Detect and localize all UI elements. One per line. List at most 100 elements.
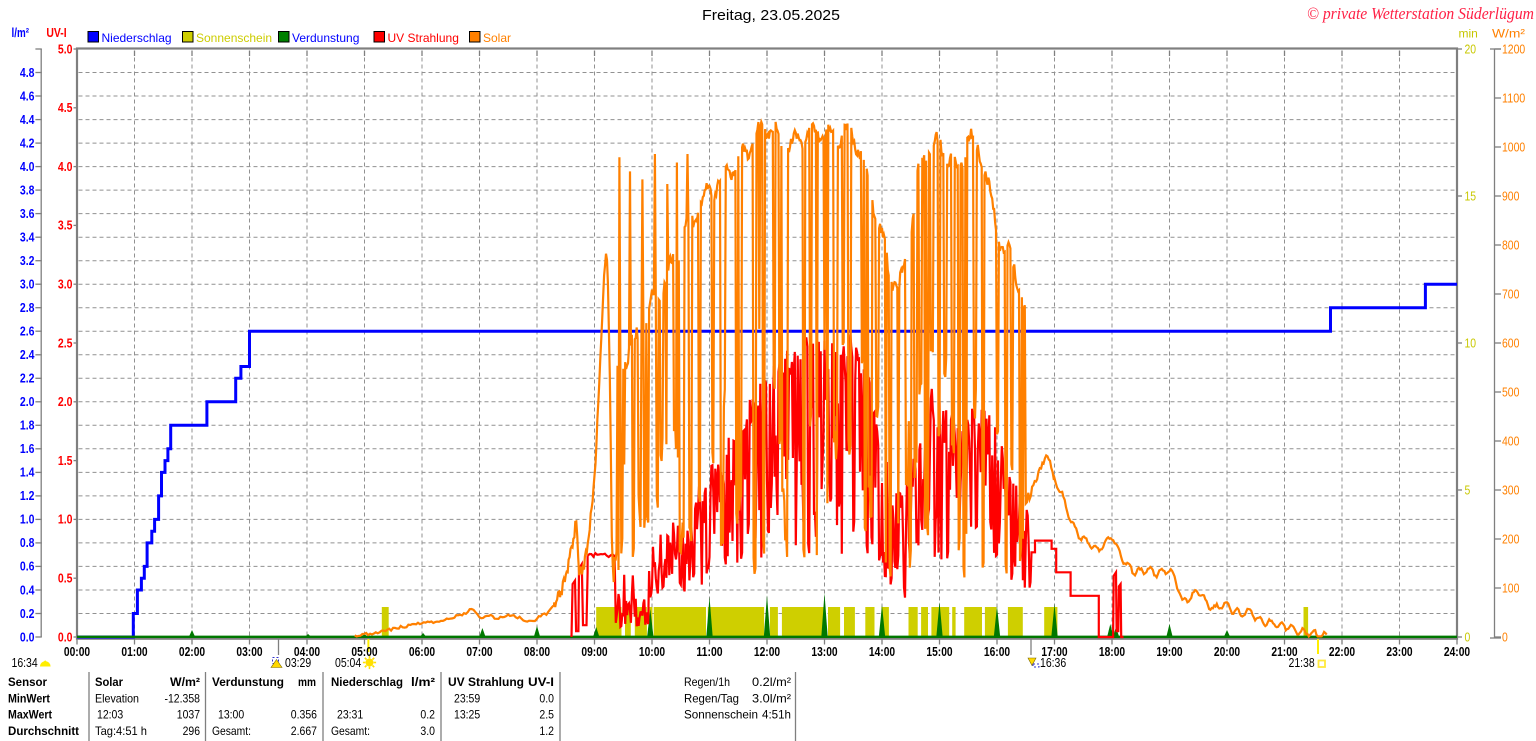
svg-text:0.0: 0.0 — [58, 629, 73, 644]
svg-text:13:00: 13:00 — [218, 708, 244, 722]
svg-text:1200: 1200 — [1502, 42, 1525, 57]
svg-text:2.8: 2.8 — [20, 300, 35, 315]
svg-text:2.6: 2.6 — [20, 324, 35, 339]
svg-text:3.0l/m²: 3.0l/m² — [752, 691, 791, 705]
svg-text:W/m²: W/m² — [170, 675, 200, 689]
svg-text:18:00: 18:00 — [1099, 644, 1125, 659]
svg-text:W/m²: W/m² — [1492, 27, 1525, 41]
svg-text:296: 296 — [183, 724, 201, 738]
svg-text:200: 200 — [1502, 532, 1519, 547]
svg-text:4.4: 4.4 — [20, 112, 35, 127]
svg-text:4.0: 4.0 — [58, 159, 73, 174]
svg-text:Solar: Solar — [483, 31, 511, 45]
svg-text:10: 10 — [1465, 336, 1477, 351]
svg-text:UV Strahlung: UV Strahlung — [388, 31, 459, 45]
svg-text:1.5: 1.5 — [58, 453, 73, 468]
svg-text:l/m²: l/m² — [12, 25, 30, 40]
svg-text:2.4: 2.4 — [20, 347, 35, 362]
svg-text:500: 500 — [1502, 385, 1519, 400]
svg-text:1.4: 1.4 — [20, 465, 35, 480]
svg-text:23:59: 23:59 — [454, 691, 480, 705]
svg-text:1.0: 1.0 — [20, 512, 35, 527]
svg-text:1.6: 1.6 — [20, 441, 35, 456]
svg-text:MaxWert: MaxWert — [8, 708, 52, 722]
svg-text:23:31: 23:31 — [337, 708, 363, 722]
svg-text:5.0: 5.0 — [58, 41, 73, 56]
svg-text:16:00: 16:00 — [984, 644, 1010, 659]
svg-text:4.6: 4.6 — [20, 88, 35, 103]
svg-text:0.2: 0.2 — [20, 606, 35, 621]
svg-text:06:00: 06:00 — [409, 644, 435, 659]
svg-text:05:00: 05:00 — [351, 644, 377, 659]
svg-text:07:00: 07:00 — [466, 644, 492, 659]
svg-text:3.0: 3.0 — [20, 277, 35, 292]
svg-text:Sensor: Sensor — [8, 675, 47, 689]
svg-text:13:00: 13:00 — [811, 644, 837, 659]
svg-text:600: 600 — [1502, 336, 1519, 351]
svg-text:15:00: 15:00 — [926, 644, 952, 659]
svg-text:11:00: 11:00 — [696, 644, 722, 659]
svg-text:-12.358: -12.358 — [165, 691, 201, 705]
svg-text:300: 300 — [1502, 483, 1519, 498]
svg-text:4.5: 4.5 — [58, 100, 73, 115]
svg-text:15: 15 — [1465, 189, 1477, 204]
svg-text:1.2: 1.2 — [539, 724, 554, 738]
svg-text:3.8: 3.8 — [20, 182, 35, 197]
svg-text:24:00: 24:00 — [1444, 644, 1470, 659]
svg-text:800: 800 — [1502, 238, 1519, 253]
svg-text:08:00: 08:00 — [524, 644, 550, 659]
svg-text:1.2: 1.2 — [20, 488, 35, 503]
svg-text:min: min — [1459, 27, 1478, 41]
svg-text:0.0: 0.0 — [20, 629, 35, 644]
svg-text:16:36: 16:36 — [1040, 655, 1066, 670]
svg-text:0.4: 0.4 — [20, 582, 35, 597]
svg-text:Regen/Tag: Regen/Tag — [684, 691, 739, 705]
svg-text:4.8: 4.8 — [20, 65, 35, 80]
svg-text:20: 20 — [1465, 42, 1477, 57]
svg-text:4:51h: 4:51h — [762, 708, 791, 722]
svg-text:21:00: 21:00 — [1271, 644, 1297, 659]
svg-text:1037: 1037 — [177, 708, 200, 722]
svg-text:03:29: 03:29 — [285, 655, 311, 670]
svg-text:03:00: 03:00 — [236, 644, 262, 659]
svg-text:0: 0 — [1465, 630, 1471, 645]
svg-text:1.8: 1.8 — [20, 418, 35, 433]
svg-text:100: 100 — [1502, 581, 1519, 596]
svg-text:mm: mm — [298, 675, 316, 689]
svg-text:700: 700 — [1502, 287, 1519, 302]
svg-text:3.0: 3.0 — [58, 277, 73, 292]
svg-text:0.8: 0.8 — [20, 535, 35, 550]
svg-text:0.6: 0.6 — [20, 559, 35, 574]
svg-text:23:00: 23:00 — [1386, 644, 1412, 659]
svg-text:4.0: 4.0 — [20, 159, 35, 174]
svg-text:Niederschlag: Niederschlag — [102, 31, 172, 45]
svg-text:3.2: 3.2 — [20, 253, 35, 268]
svg-text:Solar: Solar — [95, 675, 123, 689]
svg-text:MinWert: MinWert — [8, 691, 50, 705]
svg-text:1100: 1100 — [1502, 91, 1525, 106]
svg-text:Gesamt:: Gesamt: — [331, 724, 370, 738]
svg-text:2.0: 2.0 — [20, 394, 35, 409]
svg-text:22:00: 22:00 — [1329, 644, 1355, 659]
svg-text:UV Strahlung: UV Strahlung — [448, 675, 524, 689]
svg-text:3.0: 3.0 — [420, 724, 435, 738]
svg-text:3.6: 3.6 — [20, 206, 35, 221]
svg-text:2.667: 2.667 — [291, 724, 317, 738]
svg-text:900: 900 — [1502, 189, 1519, 204]
svg-text:UV-I: UV-I — [46, 25, 66, 40]
svg-text:0.5: 0.5 — [58, 571, 73, 586]
svg-text:2.5: 2.5 — [539, 708, 554, 722]
svg-text:09:00: 09:00 — [581, 644, 607, 659]
svg-text:2.2: 2.2 — [20, 371, 35, 386]
svg-text:13:25: 13:25 — [454, 708, 480, 722]
svg-text:Sonnenschein: Sonnenschein — [196, 31, 272, 45]
svg-text:2.5: 2.5 — [58, 335, 73, 350]
svg-text:0.2: 0.2 — [420, 708, 435, 722]
svg-text:21:38: 21:38 — [1289, 655, 1315, 670]
svg-text:00:00: 00:00 — [64, 644, 90, 659]
svg-text:2.0: 2.0 — [58, 394, 73, 409]
svg-text:0.2l/m²: 0.2l/m² — [752, 675, 791, 689]
svg-text:Elevation: Elevation — [95, 691, 139, 705]
svg-text:© private Wetterstation Süderl: © private Wetterstation Süderlügum — [1307, 4, 1534, 23]
svg-text:Gesamt:: Gesamt: — [212, 724, 251, 738]
